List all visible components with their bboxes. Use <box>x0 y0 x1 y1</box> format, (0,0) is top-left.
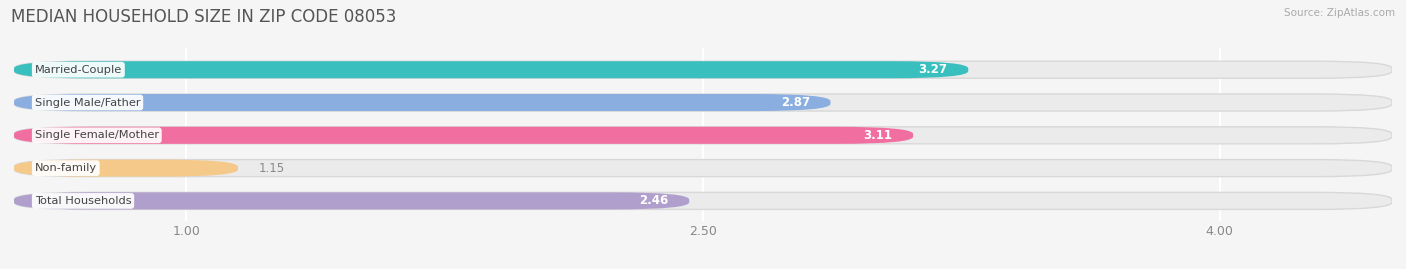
Text: Married-Couple: Married-Couple <box>35 65 122 75</box>
Text: 1.15: 1.15 <box>259 162 285 175</box>
FancyBboxPatch shape <box>14 94 1392 111</box>
Text: 2.46: 2.46 <box>640 194 669 207</box>
FancyBboxPatch shape <box>14 192 689 210</box>
FancyBboxPatch shape <box>14 94 831 111</box>
FancyBboxPatch shape <box>14 61 969 78</box>
Text: Non-family: Non-family <box>35 163 97 173</box>
FancyBboxPatch shape <box>14 192 1392 210</box>
FancyBboxPatch shape <box>14 127 912 144</box>
Text: 3.11: 3.11 <box>863 129 893 142</box>
FancyBboxPatch shape <box>14 160 238 177</box>
FancyBboxPatch shape <box>14 127 1392 144</box>
Text: Total Households: Total Households <box>35 196 131 206</box>
Text: Single Male/Father: Single Male/Father <box>35 98 141 108</box>
FancyBboxPatch shape <box>14 160 1392 177</box>
Text: Source: ZipAtlas.com: Source: ZipAtlas.com <box>1284 8 1395 18</box>
Text: 2.87: 2.87 <box>780 96 810 109</box>
FancyBboxPatch shape <box>14 61 1392 78</box>
Text: 3.27: 3.27 <box>918 63 948 76</box>
Text: Single Female/Mother: Single Female/Mother <box>35 130 159 140</box>
Text: MEDIAN HOUSEHOLD SIZE IN ZIP CODE 08053: MEDIAN HOUSEHOLD SIZE IN ZIP CODE 08053 <box>11 8 396 26</box>
